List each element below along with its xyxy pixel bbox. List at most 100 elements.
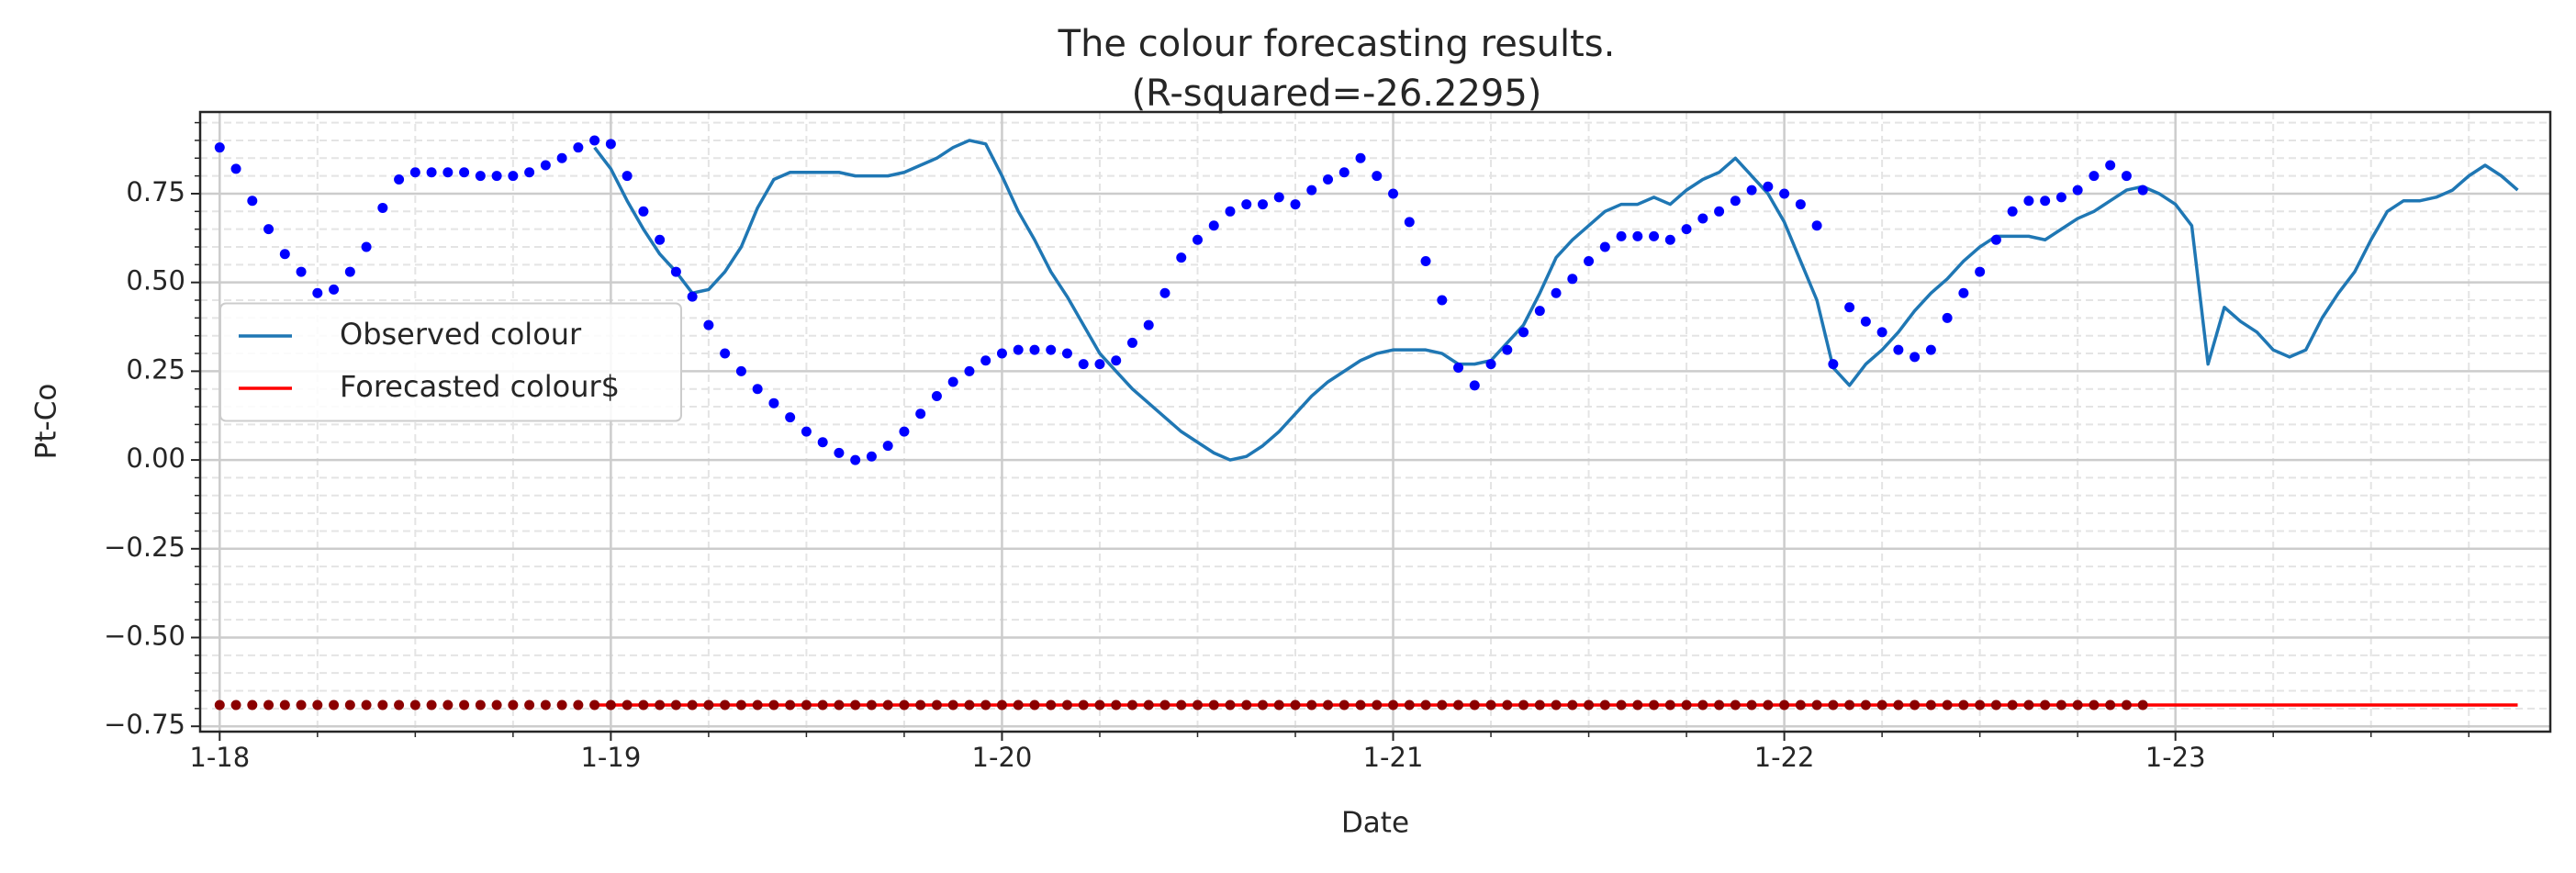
data-point [1143,319,1154,330]
data-point [1876,327,1887,338]
data-point [459,700,470,711]
data-point [1664,700,1675,711]
data-point [2105,160,2116,171]
data-point [1779,188,1790,199]
x-tick-label: 1-22 [1754,742,1815,773]
data-point [1388,700,1399,711]
y-tick-label: 0.00 [126,442,185,474]
data-point [834,447,845,458]
data-point [1844,700,1855,711]
x-tick-label: 1-20 [972,742,1033,773]
data-point [1388,188,1399,199]
y-tick-label: −0.75 [104,709,185,740]
data-point [1094,700,1105,711]
data-point [2089,700,2100,711]
data-point [1404,217,1415,228]
data-point [1372,700,1383,711]
data-point [1584,255,1595,266]
data-point [2040,196,2051,207]
data-point [1192,700,1203,711]
chart-subtitle: (R-squared=-26.2295) [1132,73,1542,115]
data-point [1176,700,1187,711]
data-point [2007,700,2018,711]
data-point [1143,700,1154,711]
data-point [1567,274,1578,285]
data-point [1208,700,1219,711]
data-point [1534,306,1545,317]
data-point [1111,355,1122,366]
data-point [1599,241,1610,252]
y-tick-label: 0.50 [126,265,185,297]
data-point [720,348,731,359]
data-point [1779,700,1790,711]
data-point [1763,700,1774,711]
x-tick-label: 1-19 [580,742,641,773]
data-point [556,152,567,163]
data-point [866,700,877,711]
data-point [1828,700,1839,711]
data-point [1730,196,1741,207]
data-point [735,700,746,711]
data-point [524,167,535,178]
data-point [1616,230,1627,241]
data-point [1795,700,1806,711]
data-point [540,160,551,171]
data-point [2089,171,2100,182]
data-point [1323,700,1334,711]
data-point [556,700,567,711]
data-point [1029,700,1040,711]
data-point [996,348,1007,359]
data-point [1632,700,1643,711]
data-point [785,700,796,711]
data-point [361,241,372,252]
data-point [344,700,355,711]
data-point [1664,234,1675,245]
data-point [850,454,861,465]
data-point [931,390,942,401]
data-point [361,700,372,711]
data-point [850,700,861,711]
data-point [622,700,633,711]
data-point [1013,344,1024,355]
data-point [980,355,991,366]
data-point [964,700,975,711]
data-point [1975,700,1986,711]
data-point [1453,363,1464,374]
data-point [1681,700,1692,711]
data-point [214,700,225,711]
data-point [1616,700,1627,711]
data-point [263,700,274,711]
data-point [426,700,437,711]
data-point [508,700,519,711]
data-point [540,700,551,711]
data-point [1958,287,1969,298]
data-point [1632,230,1643,241]
data-point [589,135,600,146]
data-point [1860,316,1871,327]
data-point [1208,220,1219,231]
data-point [247,196,258,207]
data-point [1273,700,1284,711]
data-point [475,171,486,182]
data-point [1990,700,2001,711]
series-line [593,139,2519,462]
data-point [524,700,535,711]
data-point [573,700,584,711]
data-point [1126,337,1137,348]
data-point [670,266,681,277]
data-point [1599,700,1610,711]
data-point [687,291,698,302]
data-point [2121,171,2132,182]
data-point [817,437,828,448]
data-point [996,700,1007,711]
x-tick-label: 1-21 [1363,742,1424,773]
data-point [508,171,519,182]
data-point [1811,220,1822,231]
data-point [394,700,405,711]
data-point [655,234,666,245]
data-point [622,171,633,182]
data-point [1910,700,1921,711]
data-point [1029,344,1040,355]
data-point [947,376,958,387]
data-point [1338,700,1350,711]
